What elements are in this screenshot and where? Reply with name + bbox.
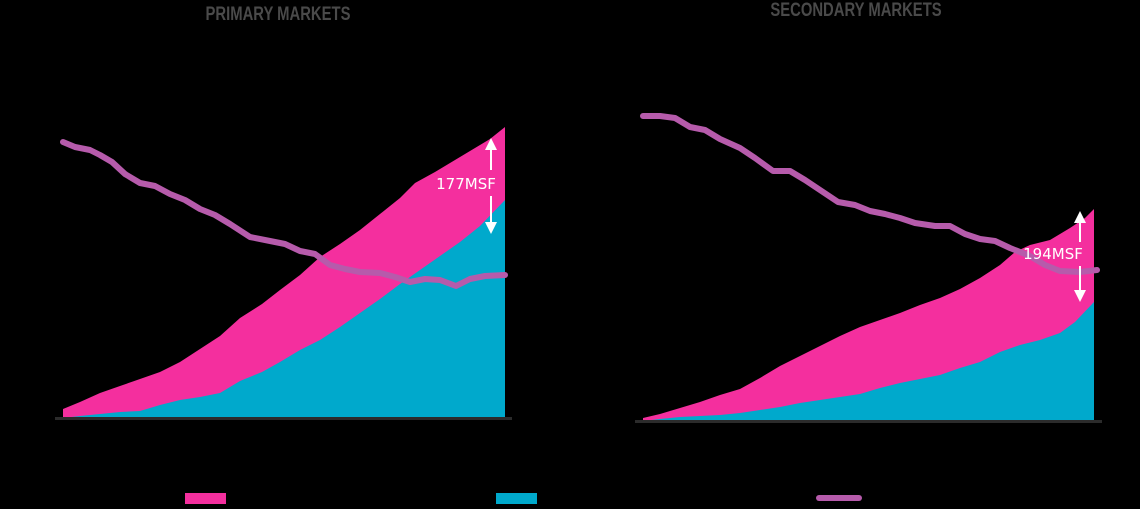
- arrow-down-icon: [485, 222, 497, 234]
- secondary-markets-title: SECONDARY MARKETS: [770, 0, 942, 21]
- secondary-gap-annotation: 194MSF: [1023, 211, 1086, 302]
- secondary-gap-label: 194MSF: [1023, 245, 1083, 263]
- arrow-up-icon: [485, 138, 497, 150]
- arrow-up-icon: [1074, 211, 1086, 223]
- primary-chart: 177MSF: [55, 127, 512, 420]
- secondary-purple-line: [640, 113, 1100, 275]
- primary-blue-area: [63, 200, 505, 418]
- secondary-chart: 194MSF: [635, 113, 1102, 423]
- primary-gap-annotation: 177MSF: [436, 138, 497, 234]
- legend-swatch-blue: [496, 493, 537, 504]
- arrow-down-icon: [1074, 290, 1086, 302]
- primary-markets-title: PRIMARY MARKETS: [205, 4, 351, 25]
- legend-swatch-purple-line: [816, 495, 862, 501]
- legend-swatch-pink: [185, 493, 226, 504]
- primary-purple-line: [60, 139, 508, 289]
- legend: [185, 493, 862, 504]
- secondary-blue-area: [643, 302, 1094, 421]
- primary-gap-label: 177MSF: [436, 175, 496, 193]
